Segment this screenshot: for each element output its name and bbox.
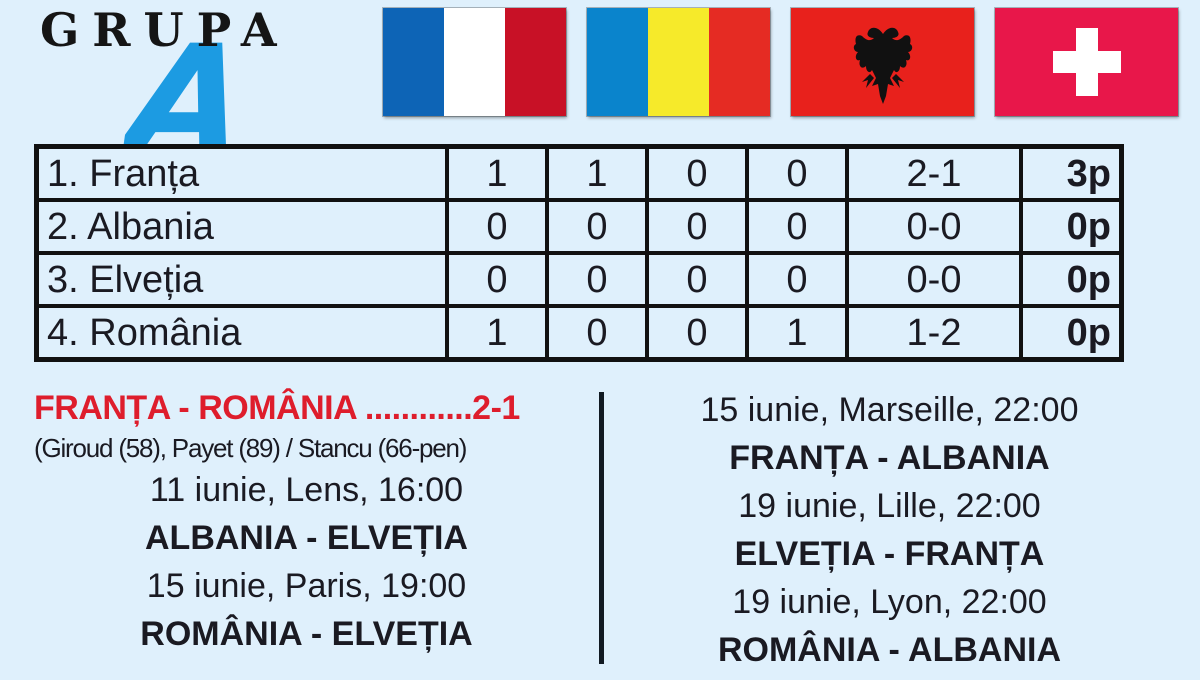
team-name: 3. Elveția bbox=[34, 251, 449, 308]
column-divider bbox=[599, 392, 604, 664]
match-scorers: (Giroud (58), Payet (89) / Stancu (66-pe… bbox=[34, 433, 467, 463]
table-row: 4. România 1 0 0 1 1-2 0p bbox=[34, 304, 1124, 362]
won: 1 bbox=[545, 144, 649, 202]
points: 3p bbox=[1019, 144, 1124, 202]
flag-romania bbox=[587, 8, 770, 116]
fixture-teams: ELVEȚIA - FRANȚA bbox=[734, 535, 1045, 573]
lost: 1 bbox=[745, 304, 849, 362]
goals: 0-0 bbox=[845, 251, 1023, 308]
lost: 0 bbox=[745, 144, 849, 202]
team-name: 2. Albania bbox=[34, 198, 449, 255]
flag-albania bbox=[791, 8, 974, 116]
flag-france bbox=[383, 8, 566, 116]
group-title: GRUPA bbox=[40, 3, 290, 57]
lost: 0 bbox=[745, 198, 849, 255]
points: 0p bbox=[1019, 304, 1124, 362]
match-result: FRANȚA - ROMÂNIA ............2-1 bbox=[34, 389, 520, 427]
points: 0p bbox=[1019, 251, 1124, 308]
fixture-teams: ALBANIA - ELVEȚIA bbox=[145, 519, 468, 557]
team-name: 4. România bbox=[34, 304, 449, 362]
fixtures-right: 15 iunie, Marseille, 22:00 FRANȚA - ALBA… bbox=[612, 386, 1167, 674]
won: 0 bbox=[545, 304, 649, 362]
eagle-icon bbox=[853, 27, 912, 104]
drawn: 0 bbox=[645, 144, 749, 202]
points: 0p bbox=[1019, 198, 1124, 255]
goals: 0-0 bbox=[845, 198, 1023, 255]
table-row: 1. Franța 1 1 0 0 2-1 3p bbox=[34, 144, 1124, 202]
fixture-info: 11 iunie, Lens, 16:00 bbox=[149, 471, 464, 509]
won: 0 bbox=[545, 251, 649, 308]
played: 0 bbox=[445, 198, 549, 255]
lost: 0 bbox=[745, 251, 849, 308]
cross-icon bbox=[1052, 28, 1121, 96]
goals: 2-1 bbox=[845, 144, 1023, 202]
drawn: 0 bbox=[645, 251, 749, 308]
played: 1 bbox=[445, 304, 549, 362]
table-row: 2. Albania 0 0 0 0 0-0 0p bbox=[34, 198, 1124, 255]
fixture-info: 15 iunie, Marseille, 22:00 bbox=[700, 391, 1079, 429]
fixture-teams: FRANȚA - ALBANIA bbox=[729, 439, 1050, 477]
drawn: 0 bbox=[645, 198, 749, 255]
played: 1 bbox=[445, 144, 549, 202]
played: 0 bbox=[445, 251, 549, 308]
fixture-teams: ROMÂNIA - ALBANIA bbox=[717, 631, 1062, 669]
fixture-info: 15 iunie, Paris, 19:00 bbox=[146, 567, 467, 605]
table-row: 3. Elveția 0 0 0 0 0-0 0p bbox=[34, 251, 1124, 308]
won: 0 bbox=[545, 198, 649, 255]
flag-switzerland bbox=[995, 8, 1178, 116]
team-name: 1. Franța bbox=[34, 144, 449, 202]
fixture-info: 19 iunie, Lille, 22:00 bbox=[738, 487, 1041, 525]
fixture-teams: ROMÂNIA - ELVEȚIA bbox=[140, 615, 473, 653]
drawn: 0 bbox=[645, 304, 749, 362]
standings-table: 1. Franța 1 1 0 0 2-1 3p 2. Albania 0 0 … bbox=[34, 144, 1124, 362]
goals: 1-2 bbox=[845, 304, 1023, 362]
fixture-info: 19 iunie, Lyon, 22:00 bbox=[732, 583, 1047, 621]
fixtures-left: FRANȚA - ROMÂNIA ............2-1 (Giroud… bbox=[34, 386, 579, 658]
